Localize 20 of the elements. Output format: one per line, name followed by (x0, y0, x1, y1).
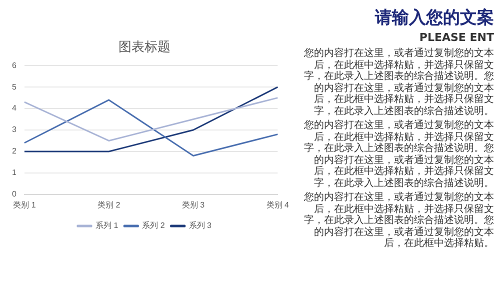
text: PLEASE ENT (418, 31, 494, 44)
x-tick-label: 类别 4 (266, 200, 290, 210)
x-tick-label: 类别 2 (98, 200, 121, 210)
y-tick-label: 5 (12, 82, 17, 92)
y-tick-label: 0 (12, 190, 17, 199)
y-tick-label: 1 (12, 168, 17, 178)
y-tick-label: 6 (12, 60, 17, 70)
legend-label: 系列 3 (188, 221, 212, 230)
y-tick-label: 3 (12, 125, 17, 134)
text: 您的内容打在这里，或者通过复制您的文本后，在此框中选择粘贴，并选择只保留文字，在此录入上述图表的综合描述说明。您的内容打在这里，或者通过复制您的文本后，在此框中选择粘贴，并选择只保留文字，在此录入上述图表的综合描述说明。 (303, 120, 494, 189)
text: 您的内容打在这里，或者通过复制您的文本后，在此框中选择粘贴，并选择只保留文字，在此录入上述图表的综合描述说明。您的内容打在这里，或者通过复制您的文本后，在此框中选择粘贴，并选择只保留文字，在此录入上述图表的综合描述说明。 (303, 48, 494, 117)
chart-title: 图表标题 (118, 40, 170, 56)
x-tick-label: 类别 1 (13, 200, 36, 210)
text: 您的内容打在这里，或者通过复制您的文本后，在此框中选择粘贴，并选择只保留文字，在此录入上述图表的综合描述说明。您的内容打在这里，或者通过复制您的文本后，在此框中选择粘贴。 (303, 192, 494, 250)
x-tick-label: 类别 3 (182, 200, 206, 210)
legend-label: 系列 1 (95, 221, 119, 230)
text: 请输入您的文案 (374, 7, 494, 29)
y-tick-label: 4 (12, 104, 17, 113)
legend-label: 系列 2 (142, 221, 166, 230)
y-tick-label: 2 (12, 146, 17, 156)
